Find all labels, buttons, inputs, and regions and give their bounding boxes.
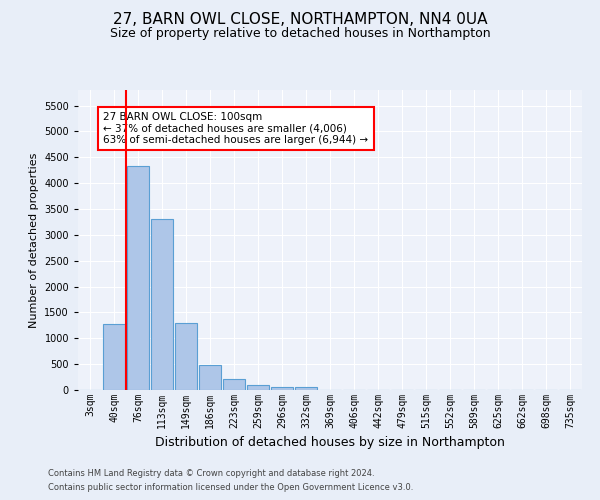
Bar — [271, 387, 293, 390]
Text: Size of property relative to detached houses in Northampton: Size of property relative to detached ho… — [110, 28, 490, 40]
Text: Contains public sector information licensed under the Open Government Licence v3: Contains public sector information licen… — [48, 484, 413, 492]
Bar — [151, 220, 173, 390]
Text: 27 BARN OWL CLOSE: 100sqm
← 37% of detached houses are smaller (4,006)
63% of se: 27 BARN OWL CLOSE: 100sqm ← 37% of detac… — [103, 112, 368, 145]
Bar — [199, 364, 221, 390]
Bar — [223, 379, 245, 390]
Bar — [247, 386, 269, 390]
Bar — [295, 387, 317, 390]
X-axis label: Distribution of detached houses by size in Northampton: Distribution of detached houses by size … — [155, 436, 505, 450]
Bar — [175, 324, 197, 390]
Text: Contains HM Land Registry data © Crown copyright and database right 2024.: Contains HM Land Registry data © Crown c… — [48, 468, 374, 477]
Y-axis label: Number of detached properties: Number of detached properties — [29, 152, 38, 328]
Text: 27, BARN OWL CLOSE, NORTHAMPTON, NN4 0UA: 27, BARN OWL CLOSE, NORTHAMPTON, NN4 0UA — [113, 12, 487, 28]
Bar — [103, 324, 125, 390]
Bar — [127, 166, 149, 390]
